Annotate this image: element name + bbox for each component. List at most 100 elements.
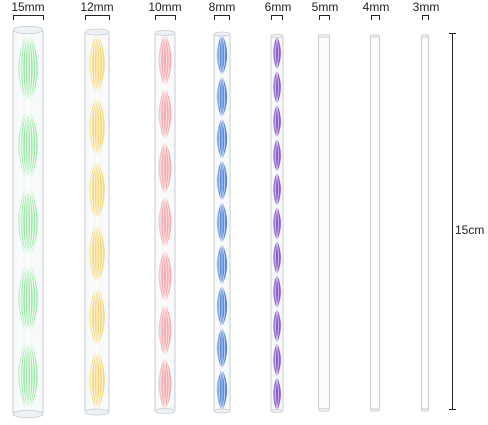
spiral-stripe — [164, 86, 170, 142]
spiral-stripe — [96, 348, 101, 412]
spiral-stripe — [91, 95, 98, 159]
spiral-stripe — [93, 95, 98, 159]
rod-bottom-cap — [270, 409, 284, 413]
rod-highlight — [372, 38, 374, 408]
spiral-segment — [273, 70, 281, 105]
diameter-bracket-8mm — [214, 15, 230, 20]
rod-highlight — [320, 38, 322, 408]
spiral-segment — [273, 308, 281, 343]
spiral-stripe — [221, 369, 226, 411]
spiral-stripe — [218, 369, 223, 411]
spiral-stripe — [164, 194, 170, 250]
rod-spiral — [89, 32, 105, 412]
rod-5mm — [318, 34, 330, 412]
spiral-stripe — [27, 260, 32, 338]
spiral-stripe — [163, 33, 166, 88]
spiral-stripe — [96, 158, 101, 223]
spiral-stripe — [221, 117, 226, 160]
spiral-segment — [273, 206, 281, 241]
rod-bottom-cap — [213, 408, 231, 414]
spiral-stripe — [275, 138, 278, 173]
spiral-stripe — [218, 159, 223, 202]
rod-bottom-cap — [370, 408, 380, 412]
spiral-segment — [273, 342, 281, 377]
spiral-stripe — [24, 106, 29, 184]
rod-body — [421, 35, 429, 411]
spiral-stripe — [164, 356, 170, 411]
spiral-stripe — [22, 30, 29, 107]
size-label-5mm: 5mm — [311, 0, 339, 14]
spiral-stripe — [96, 221, 101, 286]
spiral-stripe — [160, 248, 166, 304]
spiral-stripe — [160, 33, 166, 88]
spiral-stripe — [91, 348, 98, 412]
rod-8mm — [213, 31, 231, 414]
rod-spiral — [158, 33, 172, 411]
spiral-stripe — [27, 106, 34, 184]
spiral-stripe — [276, 342, 279, 377]
spiral-stripe — [19, 260, 29, 338]
spiral-stripe — [93, 348, 98, 412]
size-label-10mm: 10mm — [148, 0, 182, 14]
spiral-stripe — [27, 260, 37, 338]
spiral-stripe — [22, 337, 29, 414]
length-indicator-top-tick — [449, 33, 456, 34]
rod-top-cap — [84, 28, 110, 36]
spiral-segment — [273, 376, 281, 411]
spiral-stripe — [96, 95, 103, 159]
spiral-stripe — [24, 337, 29, 414]
spiral-stripe — [96, 285, 103, 349]
spiral-stripe — [91, 221, 98, 286]
diameter-bracket-12mm — [85, 15, 110, 20]
spiral-stripe — [163, 140, 166, 196]
spiral-stripe — [275, 376, 278, 411]
rod-3mm — [421, 34, 429, 412]
spiral-stripe — [276, 308, 279, 343]
spiral-stripe — [91, 158, 98, 223]
spiral-segment — [273, 274, 281, 309]
spiral-stripe — [96, 32, 101, 96]
spiral-stripe — [164, 356, 167, 411]
spiral-stripe — [221, 75, 226, 118]
size-label-3mm: 3mm — [412, 0, 440, 14]
rod-6mm — [270, 34, 284, 413]
rod-spiral — [273, 36, 281, 411]
length-indicator-bottom-tick — [449, 409, 456, 410]
diameter-bracket-6mm — [271, 15, 283, 20]
spiral-stripe — [96, 158, 103, 223]
spiral-stripe — [221, 243, 226, 286]
size-label-6mm: 6mm — [264, 0, 292, 14]
spiral-stripe — [218, 117, 223, 160]
rod-top-cap — [213, 31, 231, 37]
spiral-stripe — [276, 70, 279, 105]
spiral-stripe — [27, 337, 34, 414]
spiral-stripe — [275, 36, 278, 71]
spiral-stripe — [96, 95, 101, 159]
rod-top-cap — [154, 30, 176, 36]
spiral-stripe — [19, 106, 29, 184]
spiral-stripe — [221, 327, 226, 370]
spiral-stripe — [163, 302, 166, 358]
spiral-stripe — [96, 348, 103, 412]
spiral-stripe — [160, 140, 166, 196]
rod-highlight — [273, 38, 275, 409]
spiral-stripe — [276, 376, 279, 411]
rod-spiral — [216, 34, 228, 411]
rod-top-cap — [12, 25, 44, 35]
spiral-stripe — [93, 221, 98, 286]
spiral-segment — [273, 138, 281, 173]
size-label-4mm: 4mm — [362, 0, 390, 14]
rod-15mm — [12, 25, 44, 419]
rod-highlight — [422, 38, 424, 408]
rod-10mm — [154, 30, 176, 414]
spiral-stripe — [19, 183, 29, 261]
rod-top-cap — [370, 34, 380, 38]
spiral-stripe — [96, 221, 103, 286]
spiral-stripe — [221, 34, 226, 76]
spiral-stripe — [96, 285, 101, 349]
rod-top-cap — [270, 34, 284, 38]
spiral-stripe — [96, 32, 103, 96]
spiral-stripe — [93, 158, 98, 223]
